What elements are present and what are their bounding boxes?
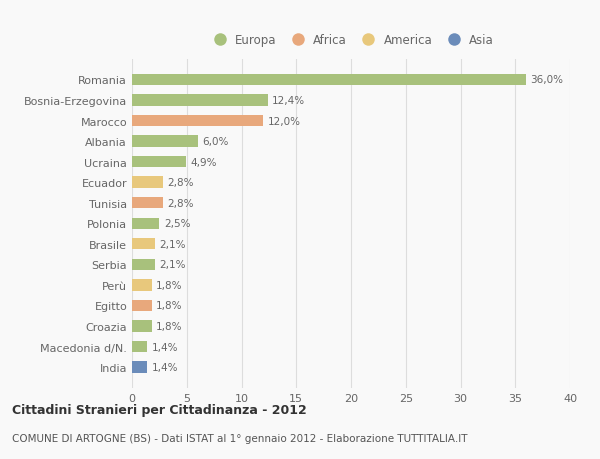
Bar xyxy=(132,341,148,353)
Bar xyxy=(132,259,155,270)
Bar xyxy=(132,239,155,250)
Text: 2,8%: 2,8% xyxy=(167,198,194,208)
Text: 1,8%: 1,8% xyxy=(156,321,182,331)
Text: 2,1%: 2,1% xyxy=(160,260,186,270)
Text: 12,4%: 12,4% xyxy=(272,96,305,106)
Bar xyxy=(132,362,148,373)
Bar xyxy=(132,75,526,86)
Text: 1,4%: 1,4% xyxy=(152,342,178,352)
Bar xyxy=(132,280,152,291)
Bar xyxy=(132,95,268,106)
Bar xyxy=(132,218,160,230)
Text: 12,0%: 12,0% xyxy=(268,116,301,126)
Bar xyxy=(132,136,198,147)
Text: 1,4%: 1,4% xyxy=(152,362,178,372)
Legend: Europa, Africa, America, Asia: Europa, Africa, America, Asia xyxy=(203,29,499,52)
Text: 1,8%: 1,8% xyxy=(156,301,182,311)
Text: 2,1%: 2,1% xyxy=(160,239,186,249)
Text: 36,0%: 36,0% xyxy=(530,75,563,85)
Text: Cittadini Stranieri per Cittadinanza - 2012: Cittadini Stranieri per Cittadinanza - 2… xyxy=(12,403,307,416)
Text: COMUNE DI ARTOGNE (BS) - Dati ISTAT al 1° gennaio 2012 - Elaborazione TUTTITALIA: COMUNE DI ARTOGNE (BS) - Dati ISTAT al 1… xyxy=(12,433,467,442)
Bar xyxy=(132,321,152,332)
Text: 2,5%: 2,5% xyxy=(164,219,190,229)
Bar xyxy=(132,300,152,311)
Bar xyxy=(132,177,163,188)
Text: 4,9%: 4,9% xyxy=(190,157,217,167)
Bar xyxy=(132,157,185,168)
Text: 1,8%: 1,8% xyxy=(156,280,182,290)
Bar xyxy=(132,198,163,209)
Text: 6,0%: 6,0% xyxy=(202,137,229,147)
Text: 2,8%: 2,8% xyxy=(167,178,194,188)
Bar xyxy=(132,116,263,127)
